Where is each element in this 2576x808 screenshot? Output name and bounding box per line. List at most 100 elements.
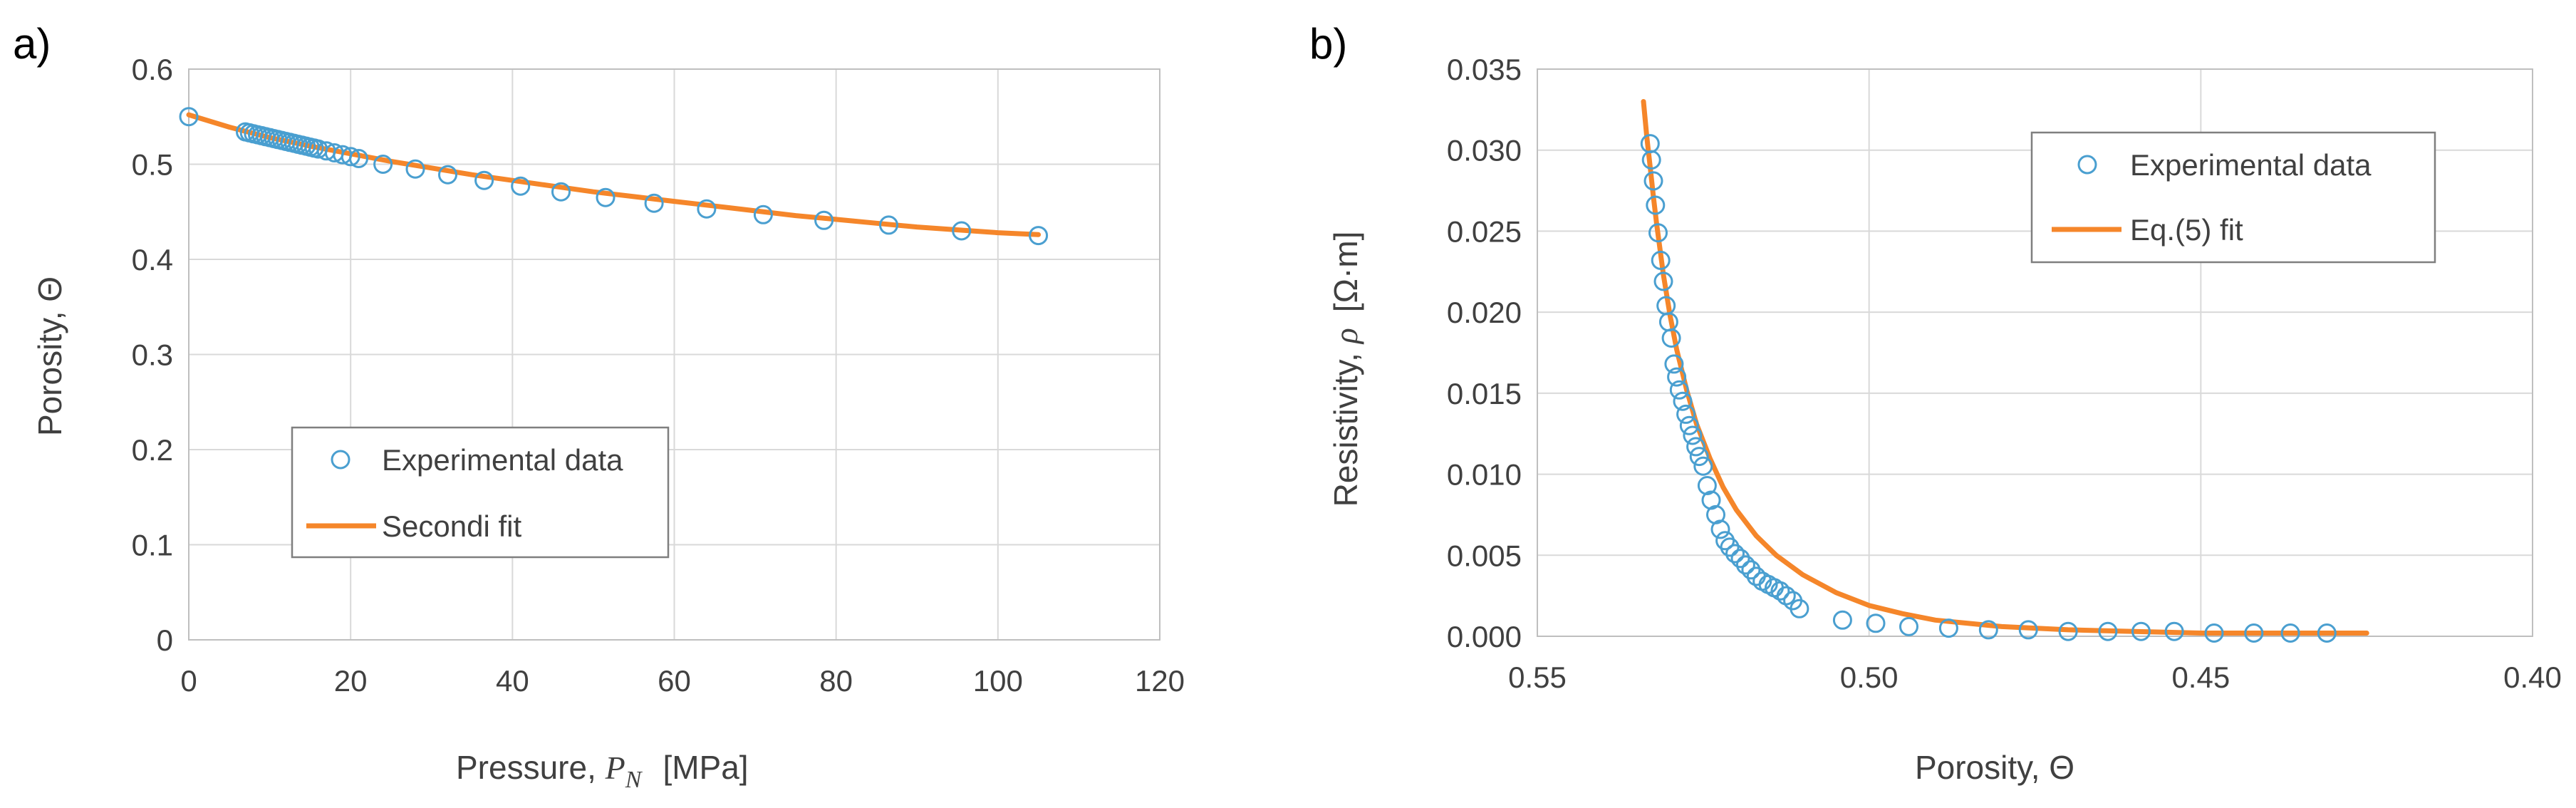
chart-a-y-tick-label: 0.4 bbox=[132, 243, 173, 276]
chart-b-data-point bbox=[1790, 599, 1809, 618]
chart-b-legend-box bbox=[2030, 131, 2436, 264]
chart-b-data-point bbox=[1725, 544, 1745, 564]
chart-b-x-tick-labels: 0.55 0.50 0.45 0.40 bbox=[1508, 661, 2562, 694]
chart-a-x-tick-labels: 0 20 40 60 80 100 120 bbox=[180, 664, 1185, 698]
panel-label-a: a) bbox=[13, 20, 51, 68]
chart-a-fit-curve bbox=[186, 112, 1042, 237]
chart-a-data-point bbox=[1029, 226, 1049, 246]
chart-a-y-axis-title: Porosity, Θ bbox=[31, 276, 68, 436]
chart-a-data-point bbox=[879, 215, 898, 235]
chart-a-data-point bbox=[349, 149, 368, 168]
chart-b-x-tick-label: 0.50 bbox=[1840, 661, 1899, 694]
chart-b-data-point bbox=[1676, 404, 1696, 424]
chart-a-plot-frame bbox=[188, 68, 1160, 641]
chart-a-y-tick-label: 0.6 bbox=[132, 53, 173, 86]
chart-b-data-point bbox=[1866, 613, 1886, 633]
chart-a-y-tick-label: 0.5 bbox=[132, 148, 173, 182]
chart-a-x-tick-label: 0 bbox=[180, 664, 197, 698]
chart-b-y-tick-label: 0.015 bbox=[1447, 377, 1522, 410]
chart-a-y-tick-label: 0.3 bbox=[132, 338, 173, 372]
chart-b-data-point bbox=[1669, 380, 1689, 400]
chart-b-data-point bbox=[1653, 271, 1673, 291]
chart-b-y-tick-label: 0.030 bbox=[1447, 134, 1522, 167]
chart-b-data-point bbox=[1643, 171, 1663, 191]
panel-label-b: b) bbox=[1309, 20, 1347, 68]
chart-b-data-point bbox=[1978, 620, 1998, 640]
chart-a-x-tick-label: 40 bbox=[496, 664, 529, 698]
chart-b-data-point bbox=[1735, 555, 1755, 575]
chart-b-x-tick-label: 0.55 bbox=[1508, 661, 1567, 694]
chart-panel-a: a) 0 0.1 0.2 0.3 0.4 0.5 0.6 0 20 40 60 80 100 120 P… bbox=[13, 20, 1185, 793]
chart-b-data-point bbox=[2164, 621, 2184, 641]
chart-b-data-point bbox=[2058, 621, 2078, 641]
chart-b-legend-marker bbox=[2077, 155, 2097, 175]
chart-b-data-point bbox=[1730, 549, 1750, 569]
chart-b-y-tick-labels: 0.000 0.005 0.010 0.015 0.020 0.025 0.030 0.035 bbox=[1447, 53, 1522, 653]
chart-b-data-point bbox=[1741, 560, 1761, 580]
chart-b-data-point bbox=[1710, 519, 1730, 539]
chart-a-data-point bbox=[405, 159, 425, 179]
chart-b-y-tick-label: 0.020 bbox=[1447, 296, 1522, 329]
chart-b-data-point bbox=[1651, 250, 1671, 270]
chart-a-legend-label-data: Experimental data bbox=[382, 443, 623, 477]
chart-b-data-point bbox=[2204, 623, 2224, 643]
chart-b-data-point bbox=[1693, 456, 1713, 476]
chart-b-data-point bbox=[1661, 328, 1681, 348]
chart-b-data-point bbox=[2244, 623, 2264, 643]
chart-b-y-tick-label: 0.005 bbox=[1447, 539, 1522, 572]
chart-a-data-point bbox=[697, 199, 717, 219]
chart-b-data-point bbox=[1664, 354, 1684, 374]
chart-b-data-point bbox=[1697, 476, 1717, 495]
chart-b-data-point bbox=[1720, 537, 1740, 557]
chart-b-data-point bbox=[2018, 620, 2038, 640]
chart-a-y-tick-labels: 0 0.1 0.2 0.3 0.4 0.5 0.6 bbox=[132, 53, 173, 657]
chart-b-data-point bbox=[1641, 150, 1661, 170]
chart-b-data-point bbox=[1646, 195, 1666, 215]
chart-a-data-point bbox=[753, 204, 773, 224]
chart-a-data-point bbox=[511, 176, 531, 196]
chart-a-x-tick-label: 120 bbox=[1135, 664, 1185, 698]
chart-b-legend-label-fit: Eq.(5) fit bbox=[2130, 213, 2243, 247]
chart-a-data-point bbox=[341, 147, 360, 167]
chart-a-data-point bbox=[438, 165, 457, 185]
chart-b-data-point bbox=[2131, 621, 2151, 641]
chart-b-data-point bbox=[1770, 581, 1790, 601]
chart-a-legend-label-fit: Secondi fit bbox=[382, 509, 521, 543]
chart-b-data-point bbox=[1683, 425, 1703, 445]
chart-a-x-tick-label: 60 bbox=[658, 664, 691, 698]
chart-a-data-point bbox=[373, 155, 393, 174]
chart-a-data-point bbox=[814, 210, 834, 230]
chart-b-data-point bbox=[1938, 618, 1958, 638]
chart-a-data-point bbox=[474, 170, 494, 190]
chart-a-data-point bbox=[551, 182, 571, 202]
chart-b-y-axis-title: Resistivity, ρ[Ω·m] bbox=[1327, 232, 1364, 507]
chart-a-data-point bbox=[596, 187, 616, 207]
chart-b-data-point bbox=[1832, 610, 1852, 630]
chart-b-data-point bbox=[1648, 223, 1668, 243]
chart-a-x-axis-title: Pressure, PN [MPa] bbox=[456, 749, 749, 793]
chart-a-y-tick-label: 0.1 bbox=[132, 529, 173, 562]
chart-a-x-tick-label: 20 bbox=[334, 664, 368, 698]
chart-b-data-point bbox=[1899, 616, 1918, 636]
chart-b-data-point bbox=[1679, 415, 1699, 435]
chart-b-data-point bbox=[2280, 623, 2300, 643]
chart-b-data-points bbox=[1640, 134, 2337, 643]
chart-b-y-tick-label: 0.025 bbox=[1447, 214, 1522, 248]
chart-a-data-point bbox=[179, 107, 199, 127]
chart-b-legend: Experimental data Eq.(5) fit bbox=[2030, 131, 2436, 264]
chart-b-data-point bbox=[1667, 367, 1687, 387]
chart-b-x-axis-title: Porosity, Θ bbox=[1915, 749, 2074, 786]
chart-b-data-point bbox=[1686, 437, 1706, 457]
chart-panel-b: b) 0.0000.0050.0100.0150.0200.0250.0300.… bbox=[1309, 20, 2562, 786]
chart-a-y-tick-label: 0 bbox=[157, 623, 173, 657]
chart-a-legend-marker bbox=[331, 450, 350, 470]
chart-b-data-point bbox=[1673, 391, 1693, 411]
chart-a-data-points bbox=[179, 107, 1049, 246]
chart-b-y-tick-label: 0.035 bbox=[1447, 53, 1522, 86]
chart-b-legend-label-data: Experimental data bbox=[2130, 148, 2372, 182]
chart-a-legend-box bbox=[291, 426, 670, 559]
chart-a-x-tick-label: 80 bbox=[819, 664, 853, 698]
chart-a-y-tick-label: 0.2 bbox=[132, 433, 173, 467]
chart-b-data-point bbox=[1689, 447, 1709, 467]
